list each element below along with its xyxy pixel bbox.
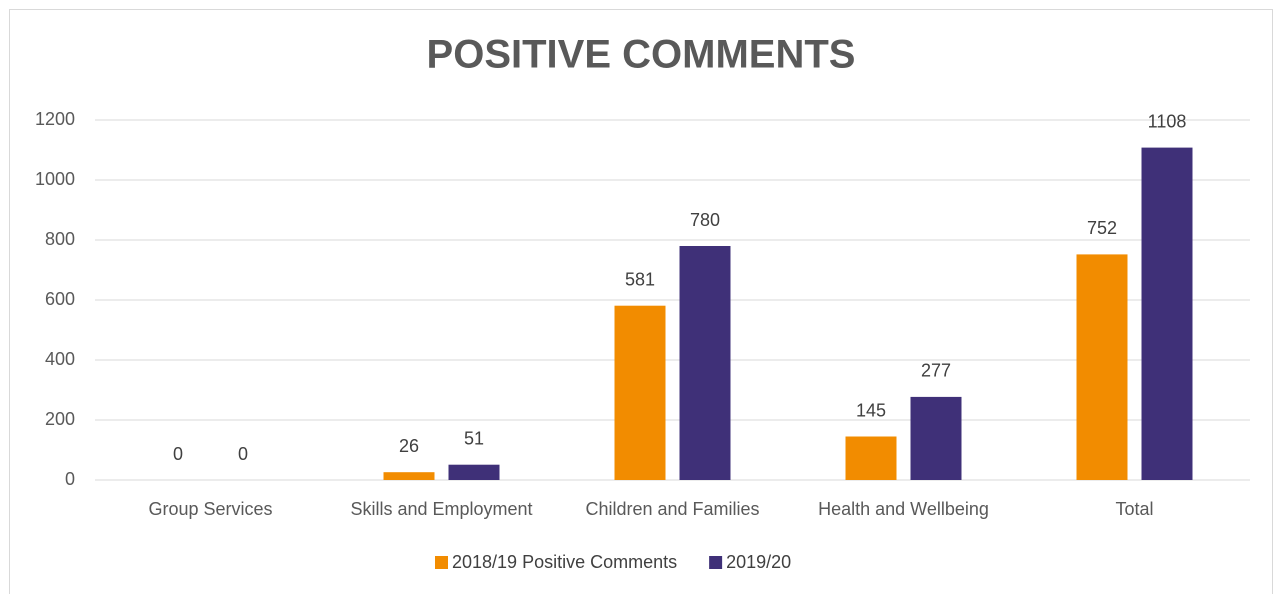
bar	[679, 246, 731, 480]
data-label: 581	[625, 269, 655, 289]
y-tick-label: 1200	[35, 109, 75, 129]
y-tick-label: 1000	[35, 169, 75, 189]
y-tick-label: 0	[65, 469, 75, 489]
data-label: 277	[921, 361, 951, 381]
bar	[383, 472, 435, 480]
data-label: 26	[399, 436, 419, 456]
y-tick-label: 600	[45, 289, 75, 309]
data-label: 780	[690, 210, 720, 230]
legend-swatch	[709, 556, 723, 569]
data-label: 0	[173, 444, 183, 464]
bar	[1076, 254, 1128, 480]
data-label: 145	[856, 400, 886, 420]
bar	[845, 436, 897, 480]
y-tick-label: 400	[45, 349, 75, 369]
data-label: 51	[464, 428, 484, 448]
bar	[910, 396, 962, 480]
legend-swatch	[435, 556, 448, 569]
y-tick-label: 800	[45, 229, 75, 249]
data-label: 0	[238, 444, 248, 464]
x-tick-label: Skills and Employment	[350, 499, 532, 519]
bar	[448, 464, 500, 480]
x-tick-label: Group Services	[148, 499, 272, 519]
chart-title: POSITIVE COMMENTS	[427, 33, 856, 77]
data-label: 1108	[1148, 111, 1187, 131]
x-tick-label: Total	[1115, 499, 1153, 519]
legend-label: 2018/19 Positive Comments	[452, 552, 677, 572]
y-tick-label: 200	[45, 409, 75, 429]
chart-border	[9, 9, 1273, 594]
bar	[614, 305, 666, 480]
bar	[1141, 147, 1193, 480]
data-label: 752	[1087, 218, 1117, 238]
x-tick-label: Health and Wellbeing	[818, 499, 989, 519]
legend-label: 2019/20	[726, 552, 791, 572]
x-tick-label: Children and Families	[585, 499, 759, 519]
